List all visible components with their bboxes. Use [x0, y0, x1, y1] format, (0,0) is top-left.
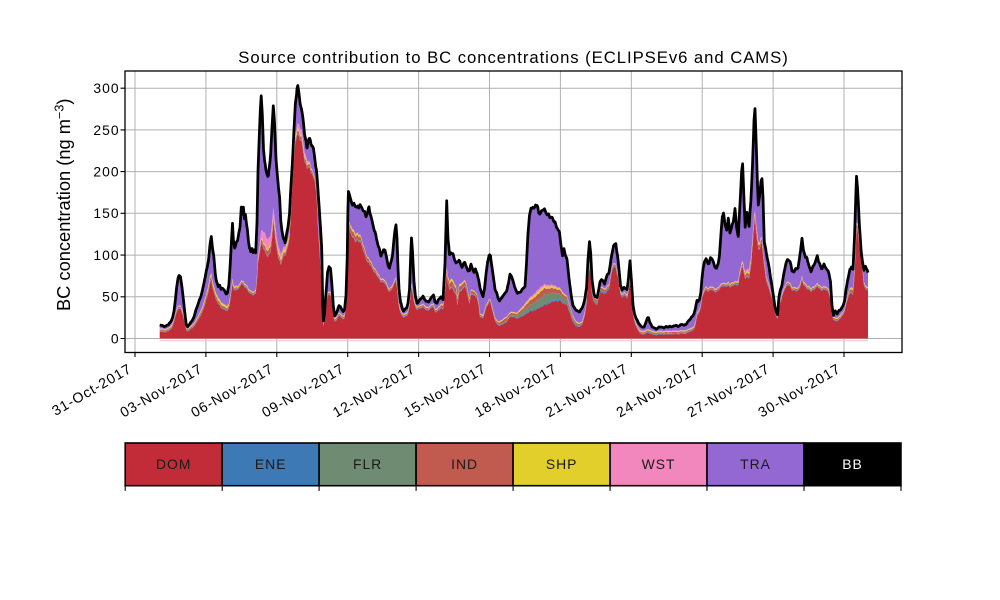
svg-text:0: 0 — [111, 330, 120, 346]
svg-text:300: 300 — [93, 80, 119, 96]
svg-text:SHP: SHP — [546, 456, 578, 472]
svg-text:50: 50 — [102, 289, 119, 305]
svg-text:200: 200 — [93, 164, 119, 180]
svg-text:WST: WST — [642, 456, 676, 472]
svg-text:FLR: FLR — [353, 456, 382, 472]
svg-text:IND: IND — [451, 456, 478, 472]
svg-text:150: 150 — [93, 205, 119, 221]
svg-text:BB: BB — [842, 456, 863, 472]
svg-text:DOM: DOM — [156, 456, 191, 472]
svg-text:250: 250 — [93, 122, 119, 138]
svg-text:BC concentration (ng m−3): BC concentration (ng m−3) — [53, 99, 75, 311]
svg-text:100: 100 — [93, 247, 119, 263]
svg-text:ENE: ENE — [255, 456, 287, 472]
svg-text:TRA: TRA — [740, 456, 771, 472]
svg-text:Source contribution to BC conc: Source contribution to BC concentrations… — [238, 48, 788, 67]
